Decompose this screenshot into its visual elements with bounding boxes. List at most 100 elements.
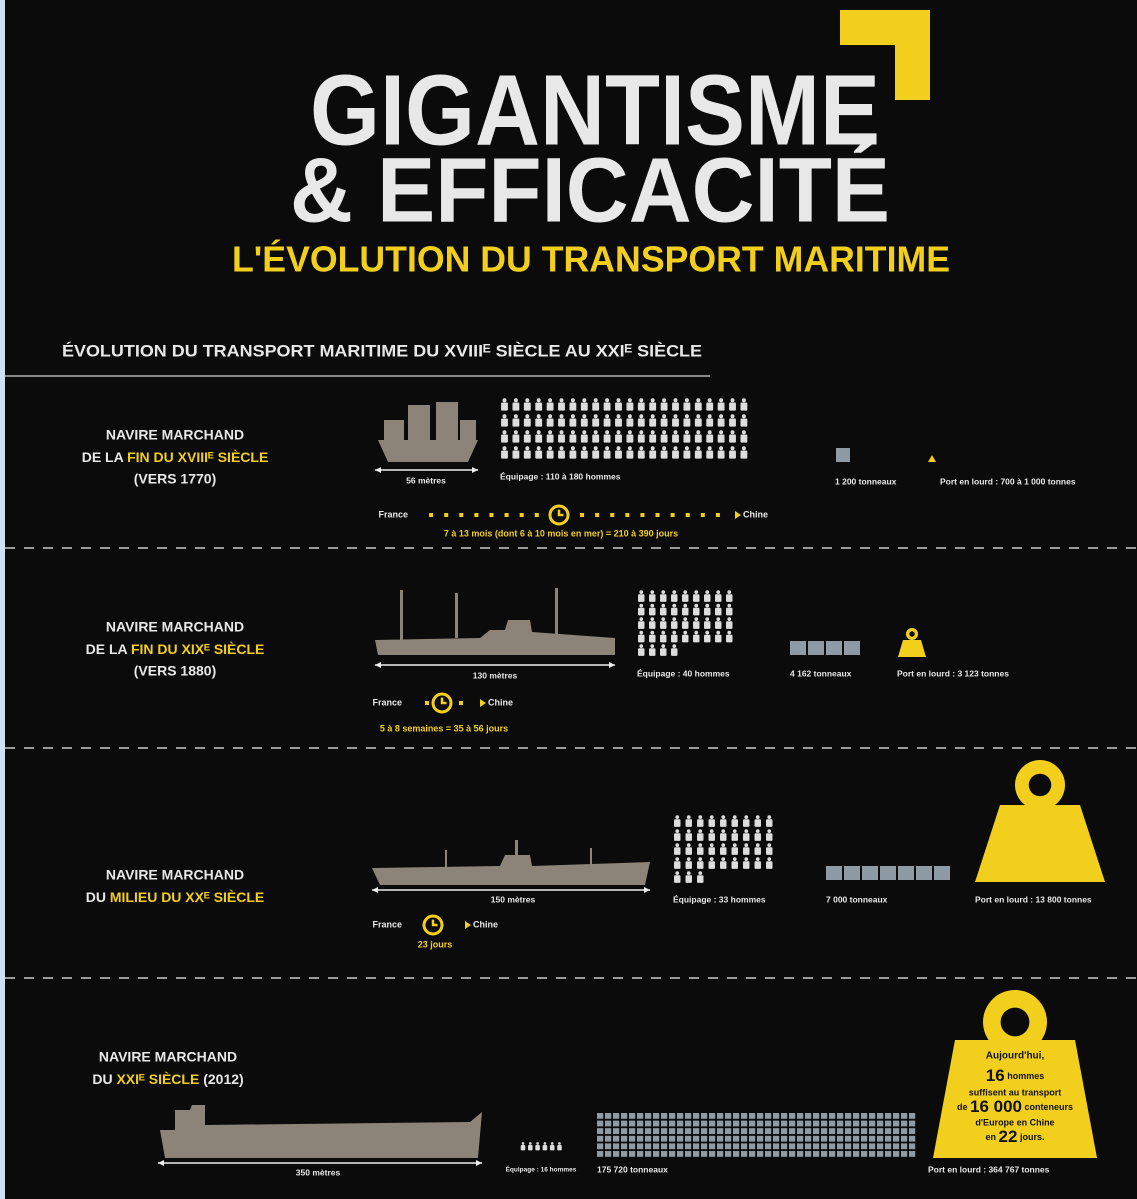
length-label: 150 mètres bbox=[491, 894, 536, 904]
person-icon bbox=[673, 398, 678, 403]
container-icon bbox=[821, 1128, 828, 1134]
person-icon bbox=[615, 434, 622, 443]
container-icon bbox=[645, 1113, 652, 1119]
person-icon bbox=[672, 402, 679, 411]
container-icon bbox=[597, 1128, 604, 1134]
person-icon bbox=[698, 829, 703, 833]
person-icon bbox=[697, 833, 704, 841]
person-icon bbox=[513, 446, 518, 451]
person-icon bbox=[731, 847, 738, 855]
container-icon bbox=[901, 1135, 908, 1142]
person-icon bbox=[709, 829, 714, 833]
person-icon bbox=[743, 833, 750, 841]
person-icon bbox=[548, 414, 553, 419]
person-icon bbox=[671, 607, 678, 616]
container-icon bbox=[717, 1151, 724, 1157]
person-icon bbox=[528, 1145, 533, 1151]
container-icon bbox=[826, 641, 842, 655]
container-icon bbox=[629, 1120, 636, 1127]
container-icon bbox=[829, 1120, 836, 1127]
container-icon bbox=[749, 1113, 756, 1119]
container-icon bbox=[661, 1143, 668, 1150]
person-icon bbox=[626, 402, 634, 411]
person-icon bbox=[501, 418, 508, 427]
route-dot bbox=[625, 513, 630, 517]
container-icon bbox=[837, 1128, 844, 1134]
route-dot bbox=[429, 513, 434, 517]
container-icon bbox=[826, 866, 842, 880]
container-icon bbox=[717, 1135, 724, 1142]
person-icon bbox=[675, 857, 680, 861]
container-icon bbox=[597, 1120, 604, 1127]
container-icon bbox=[893, 1135, 900, 1142]
person-icon bbox=[683, 450, 691, 459]
person-icon bbox=[639, 644, 644, 648]
person-icon bbox=[716, 630, 721, 635]
container-icon bbox=[829, 1151, 836, 1157]
container-icon bbox=[821, 1135, 828, 1142]
person-icon bbox=[673, 414, 678, 419]
container-icon bbox=[813, 1120, 820, 1127]
person-icon bbox=[593, 398, 598, 403]
person-icon bbox=[754, 847, 761, 855]
person-icon bbox=[605, 446, 610, 451]
person-icon bbox=[570, 446, 575, 451]
text-part: en bbox=[986, 1132, 997, 1142]
person-icon bbox=[675, 815, 680, 819]
person-icon bbox=[637, 434, 645, 443]
person-icon bbox=[721, 829, 726, 833]
person-icon bbox=[520, 1145, 526, 1151]
person-icon bbox=[694, 617, 699, 621]
person-icon bbox=[740, 450, 748, 459]
route-dot bbox=[610, 513, 615, 517]
container-icons bbox=[790, 641, 860, 655]
container-icon bbox=[829, 1128, 836, 1134]
clock-hands bbox=[557, 509, 564, 517]
tonnage-label: 175 720 tonneaux bbox=[597, 1164, 668, 1174]
person-icon bbox=[704, 621, 711, 629]
container-icon bbox=[621, 1113, 628, 1119]
person-icon bbox=[686, 857, 691, 861]
container-icon bbox=[645, 1151, 652, 1157]
person-icon bbox=[650, 398, 655, 403]
person-icon bbox=[706, 450, 714, 459]
container-icon bbox=[709, 1143, 716, 1150]
container-icon bbox=[861, 1113, 868, 1119]
route-arrow bbox=[735, 511, 741, 519]
container-icon bbox=[613, 1113, 620, 1119]
person-icon bbox=[698, 857, 703, 861]
container-icon bbox=[669, 1151, 676, 1157]
person-icon bbox=[660, 621, 667, 629]
person-icon bbox=[698, 815, 703, 819]
person-icon bbox=[685, 833, 692, 841]
container-icon bbox=[853, 1151, 860, 1157]
person-icon bbox=[662, 414, 667, 419]
container-icon bbox=[629, 1151, 636, 1157]
person-icon bbox=[660, 434, 668, 443]
person-icon bbox=[697, 861, 704, 869]
container-icon bbox=[613, 1143, 620, 1150]
container-icon bbox=[693, 1120, 700, 1127]
person-icon bbox=[580, 418, 588, 427]
container-icon bbox=[637, 1151, 644, 1157]
container-icon bbox=[909, 1151, 916, 1157]
clock-icon bbox=[431, 692, 453, 714]
person-icon bbox=[627, 398, 632, 403]
container-icon bbox=[685, 1135, 692, 1142]
container-icon bbox=[693, 1113, 700, 1119]
person-icon bbox=[732, 829, 737, 833]
person-icon bbox=[717, 418, 725, 427]
person-icon bbox=[705, 630, 710, 635]
person-icon bbox=[650, 430, 655, 435]
callout-text: en 22 jours. bbox=[986, 1127, 1045, 1146]
person-icon bbox=[671, 621, 678, 629]
person-icon bbox=[543, 1142, 547, 1145]
container-icon bbox=[781, 1120, 788, 1127]
container-icon bbox=[757, 1128, 764, 1134]
person-icon bbox=[726, 621, 733, 629]
person-icon bbox=[682, 634, 689, 643]
container-icon bbox=[797, 1113, 804, 1119]
crew-icons bbox=[638, 590, 733, 656]
person-icon bbox=[729, 434, 736, 443]
person-icon bbox=[674, 861, 681, 869]
